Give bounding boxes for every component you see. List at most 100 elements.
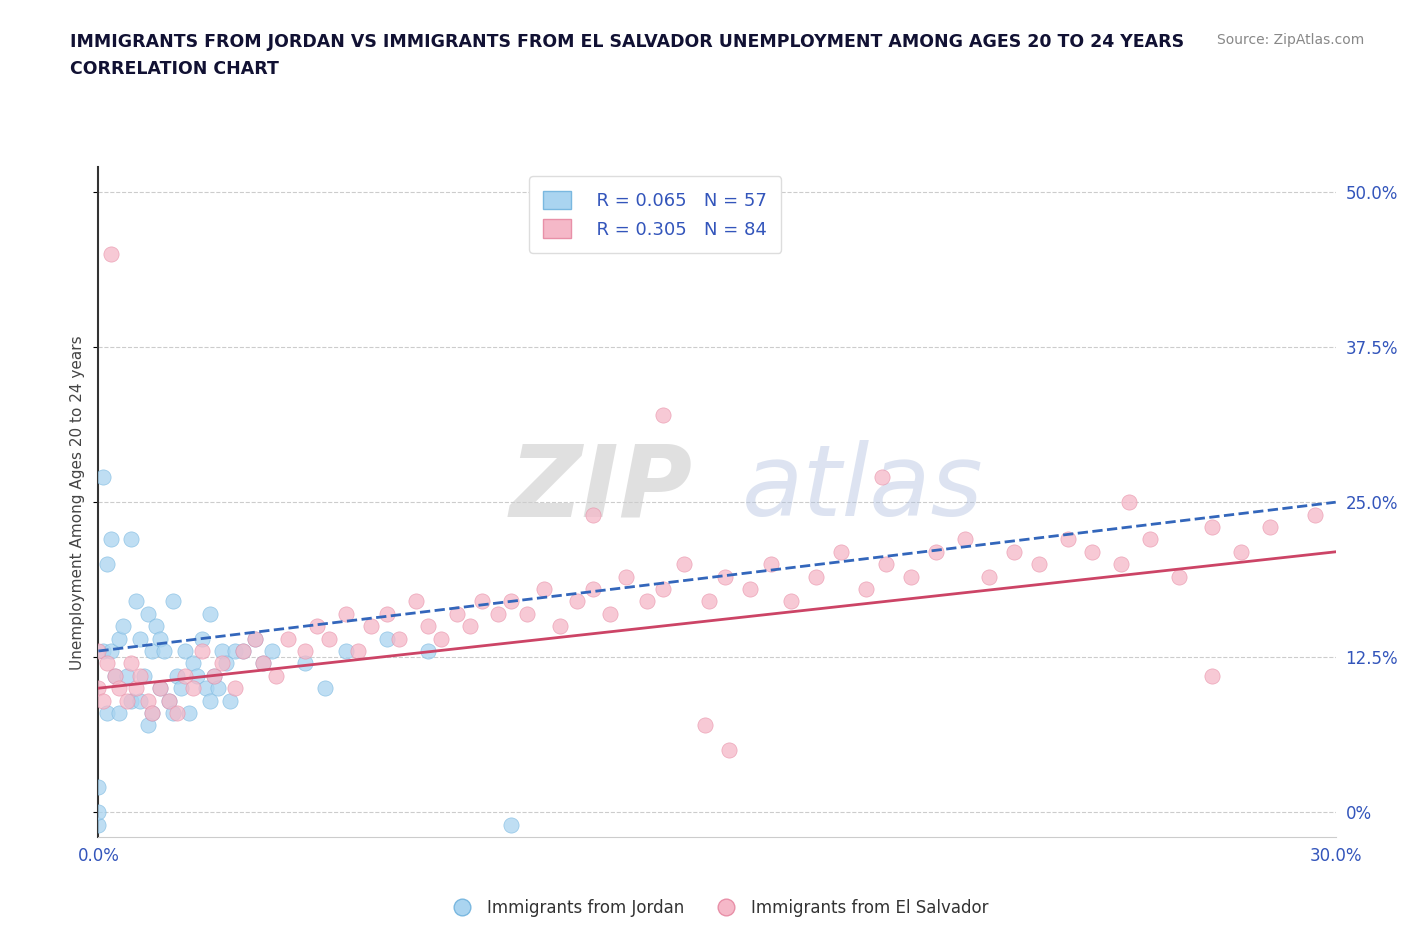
Point — [87, 780, 110, 795]
Point — [830, 544, 852, 559]
Point — [652, 408, 675, 423]
Point — [232, 644, 254, 658]
Point — [100, 644, 122, 658]
Point — [335, 644, 357, 658]
Point — [157, 693, 180, 708]
Point — [305, 618, 328, 633]
Point — [652, 581, 675, 596]
Point — [405, 594, 427, 609]
Point — [100, 532, 122, 547]
Y-axis label: Unemployment Among Ages 20 to 24 years: Unemployment Among Ages 20 to 24 years — [70, 335, 86, 670]
Point — [1230, 544, 1253, 559]
Point — [243, 631, 266, 646]
Point — [108, 681, 131, 696]
Point — [232, 644, 254, 658]
Point — [96, 557, 118, 572]
Point — [166, 706, 188, 721]
Point — [243, 631, 266, 646]
Point — [157, 693, 180, 708]
Point — [224, 644, 246, 658]
Point — [202, 669, 225, 684]
Point — [471, 594, 494, 609]
Point — [499, 594, 522, 609]
Point — [1168, 569, 1191, 584]
Text: ZIP: ZIP — [509, 440, 692, 538]
Point — [252, 656, 274, 671]
Point — [141, 706, 163, 721]
Text: IMMIGRANTS FROM JORDAN VS IMMIGRANTS FROM EL SALVADOR UNEMPLOYMENT AMONG AGES 20: IMMIGRANTS FROM JORDAN VS IMMIGRANTS FRO… — [70, 33, 1184, 50]
Point — [697, 594, 720, 609]
Point — [582, 507, 605, 522]
Point — [759, 557, 782, 572]
Point — [673, 557, 696, 572]
Point — [87, 681, 110, 696]
Point — [124, 681, 146, 696]
Point — [120, 693, 142, 708]
Point — [1139, 532, 1161, 547]
Point — [375, 631, 398, 646]
Point — [162, 706, 184, 721]
Legend: Immigrants from Jordan, Immigrants from El Salvador: Immigrants from Jordan, Immigrants from … — [439, 892, 995, 923]
Point — [128, 693, 150, 708]
Point — [318, 631, 340, 646]
Point — [87, 804, 110, 819]
Point — [132, 669, 155, 684]
Point — [202, 669, 225, 684]
Point — [446, 606, 468, 621]
Point — [153, 644, 176, 658]
Point — [388, 631, 411, 646]
Point — [100, 246, 122, 261]
Point — [108, 631, 131, 646]
Point — [91, 644, 114, 658]
Point — [294, 656, 316, 671]
Point — [174, 644, 197, 658]
Point — [953, 532, 976, 547]
Point — [149, 681, 172, 696]
Point — [714, 569, 737, 584]
Point — [360, 618, 382, 633]
Point — [614, 569, 637, 584]
Point — [136, 693, 159, 708]
Point — [194, 681, 217, 696]
Point — [264, 669, 287, 684]
Point — [136, 606, 159, 621]
Point — [112, 618, 135, 633]
Point — [260, 644, 283, 658]
Point — [117, 693, 139, 708]
Point — [219, 693, 242, 708]
Point — [104, 669, 127, 684]
Point — [198, 693, 221, 708]
Text: CORRELATION CHART: CORRELATION CHART — [70, 60, 280, 78]
Point — [170, 681, 193, 696]
Point — [145, 618, 167, 633]
Point — [87, 644, 110, 658]
Point — [186, 669, 208, 684]
Point — [117, 669, 139, 684]
Point — [108, 706, 131, 721]
Point — [190, 644, 212, 658]
Point — [488, 606, 510, 621]
Point — [1303, 507, 1326, 522]
Point — [418, 644, 440, 658]
Point — [335, 606, 357, 621]
Point — [128, 669, 150, 684]
Point — [875, 557, 897, 572]
Point — [120, 656, 142, 671]
Point — [166, 669, 188, 684]
Point — [855, 581, 877, 596]
Point — [499, 817, 522, 832]
Point — [149, 631, 172, 646]
Point — [314, 681, 336, 696]
Point — [181, 656, 204, 671]
Point — [458, 618, 481, 633]
Point — [96, 656, 118, 671]
Point — [418, 618, 440, 633]
Point — [277, 631, 299, 646]
Point — [1109, 557, 1132, 572]
Point — [429, 631, 451, 646]
Point — [104, 669, 127, 684]
Point — [347, 644, 370, 658]
Point — [636, 594, 658, 609]
Point — [211, 644, 233, 658]
Point — [181, 681, 204, 696]
